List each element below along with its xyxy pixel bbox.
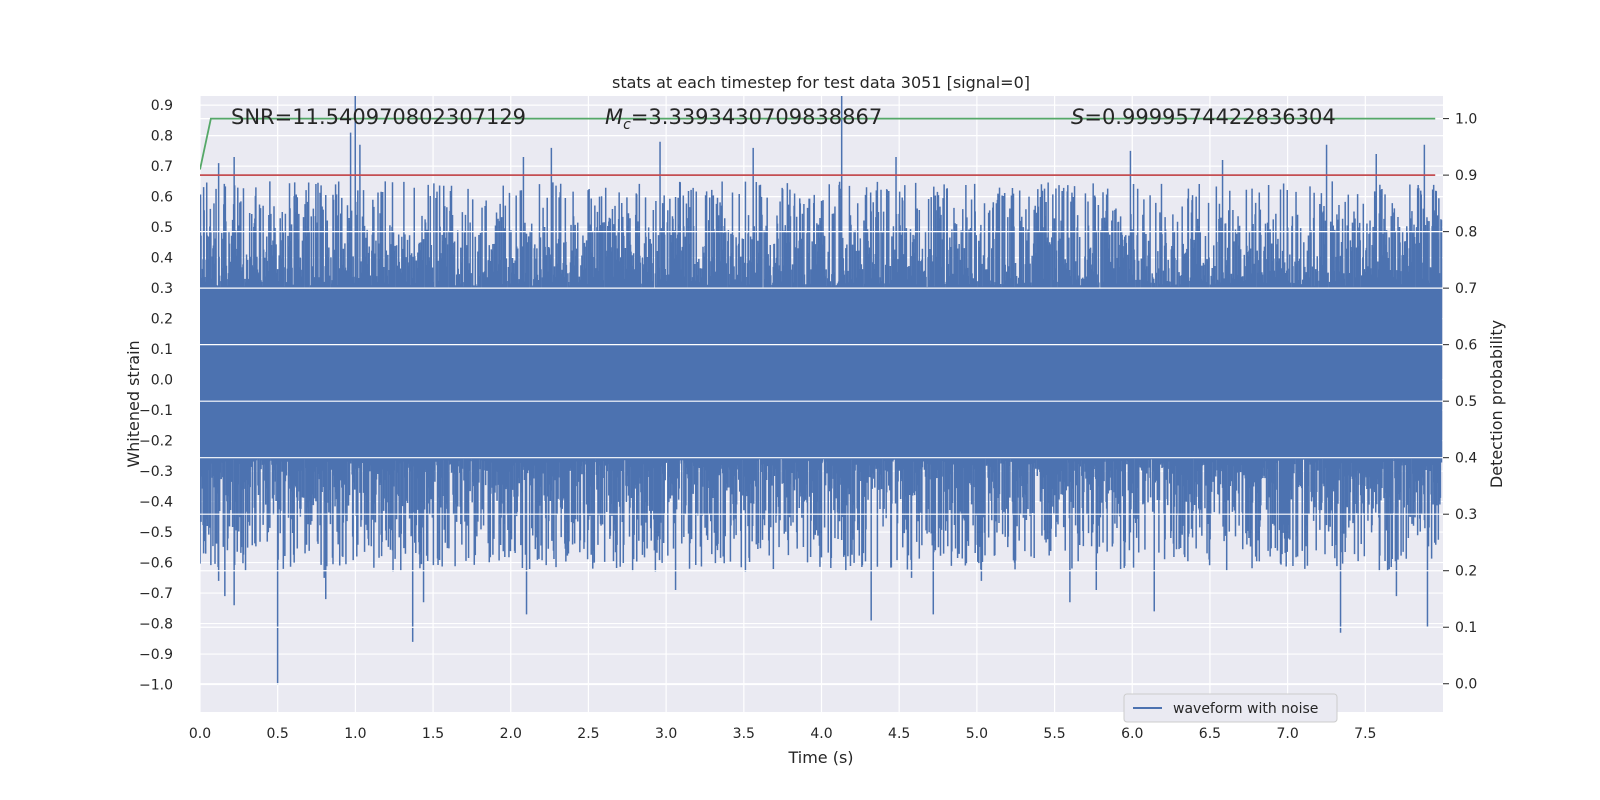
probability-line — [200, 117, 1436, 170]
y-tick-label: −1.0 — [139, 678, 173, 694]
y-tick-label: −0.2 — [139, 434, 173, 450]
y2-tick-label: 0.1 — [1455, 620, 1477, 636]
y-tick-label: 0.7 — [151, 159, 173, 175]
x-tick-label: 1.0 — [344, 726, 366, 742]
y-tick-label: 0.9 — [151, 98, 173, 114]
y-axis-label: Whitened strain — [124, 340, 143, 467]
y2-tick-label: 0.5 — [1455, 394, 1477, 410]
s-annotation: S=0.9999574422836304 — [1071, 105, 1336, 129]
y2-tick-label: 0.0 — [1455, 677, 1477, 693]
y-tick-label: −0.1 — [139, 403, 173, 419]
x-tick-label: 3.5 — [733, 726, 755, 742]
y2-axis-label: Detection probability — [1487, 320, 1506, 488]
y-tick-label: −0.7 — [139, 586, 173, 602]
x-tick-label: 1.5 — [422, 726, 444, 742]
probability-series — [200, 117, 1436, 177]
y2-tick-label: 0.2 — [1455, 564, 1477, 580]
x-tick-label: 6.5 — [1199, 726, 1221, 742]
y2-tick-label: 0.7 — [1455, 281, 1477, 297]
x-tick-label: 0.5 — [267, 726, 289, 742]
y-tick-label: −0.9 — [139, 647, 173, 663]
chirp-mass-annotation: Mc=3.3393430709838867 — [605, 105, 882, 133]
x-tick-label: 4.5 — [888, 726, 910, 742]
chirp-mass-subscript: c — [623, 117, 631, 133]
s-symbol: S — [1071, 105, 1084, 129]
x-tick-label: 6.0 — [1121, 726, 1143, 742]
y2-tick-label: 0.9 — [1455, 168, 1477, 184]
waveform-core — [200, 288, 1442, 459]
y2-tick-label: 0.3 — [1455, 507, 1477, 523]
y-tick-label: −0.8 — [139, 617, 173, 633]
y-tick-label: −0.4 — [139, 495, 173, 511]
y-tick-label: 0.8 — [151, 129, 173, 145]
legend-label: waveform with noise — [1173, 701, 1318, 717]
y-tick-label: 0.6 — [151, 190, 173, 206]
chirp-mass-symbol: M — [605, 105, 623, 129]
x-tick-label: 2.5 — [577, 726, 599, 742]
legend: waveform with noise — [1123, 693, 1338, 723]
waveform-series — [200, 96, 1443, 685]
y-tick-label: 0.0 — [151, 373, 173, 389]
y2-tick-label: 1.0 — [1455, 112, 1477, 128]
y-tick-label: 0.3 — [151, 281, 173, 297]
y2-tick-label: 0.4 — [1455, 451, 1477, 467]
x-tick-label: 4.0 — [810, 726, 832, 742]
chirp-mass-value: =3.3393430709838867 — [631, 105, 882, 129]
x-tick-label: 0.0 — [189, 726, 211, 742]
y-tick-label: −0.5 — [139, 525, 173, 541]
s-value: =0.9999574422836304 — [1084, 105, 1335, 129]
y-tick-label: −0.3 — [139, 464, 173, 480]
x-tick-label: 5.0 — [966, 726, 988, 742]
snr-annotation: SNR=11.540970802307129 — [231, 105, 526, 129]
x-tick-label: 7.0 — [1276, 726, 1298, 742]
y-tick-label: 0.4 — [151, 251, 173, 267]
y2-tick-label: 0.6 — [1455, 338, 1477, 354]
legend-box — [1123, 693, 1338, 723]
y-tick-labels: 0.9 0.8 0.7 0.6 0.5 0.4 0.3 0.2 0.1 0.0 −0.1 −0.2 −0… — [139, 98, 173, 693]
y2-tick-label: 0.8 — [1455, 225, 1477, 241]
y-tick-label: −0.6 — [139, 556, 173, 572]
x-tick-labels: 0.0 0.5 1.0 1.5 2.0 2.5 3.0 3.5 4.0 4.5 5.0 5.5 6.0 6… — [189, 726, 1377, 742]
y-tick-label: 0.1 — [151, 342, 173, 358]
y2-tick-labels: 1.0 0.9 0.8 0.7 0.6 0.5 0.4 0.3 0.2 0.1 0.0 — [1443, 112, 1477, 693]
x-tick-label: 2.0 — [500, 726, 522, 742]
x-tick-label: 7.5 — [1354, 726, 1376, 742]
x-axis-label: Time (s) — [787, 748, 853, 767]
y-tick-label: 0.2 — [151, 312, 173, 328]
y-tick-label: 0.5 — [151, 220, 173, 236]
x-tick-label: 3.0 — [655, 726, 677, 742]
chart-title: stats at each timestep for test data 305… — [612, 73, 1030, 92]
x-tick-label: 5.5 — [1043, 726, 1065, 742]
